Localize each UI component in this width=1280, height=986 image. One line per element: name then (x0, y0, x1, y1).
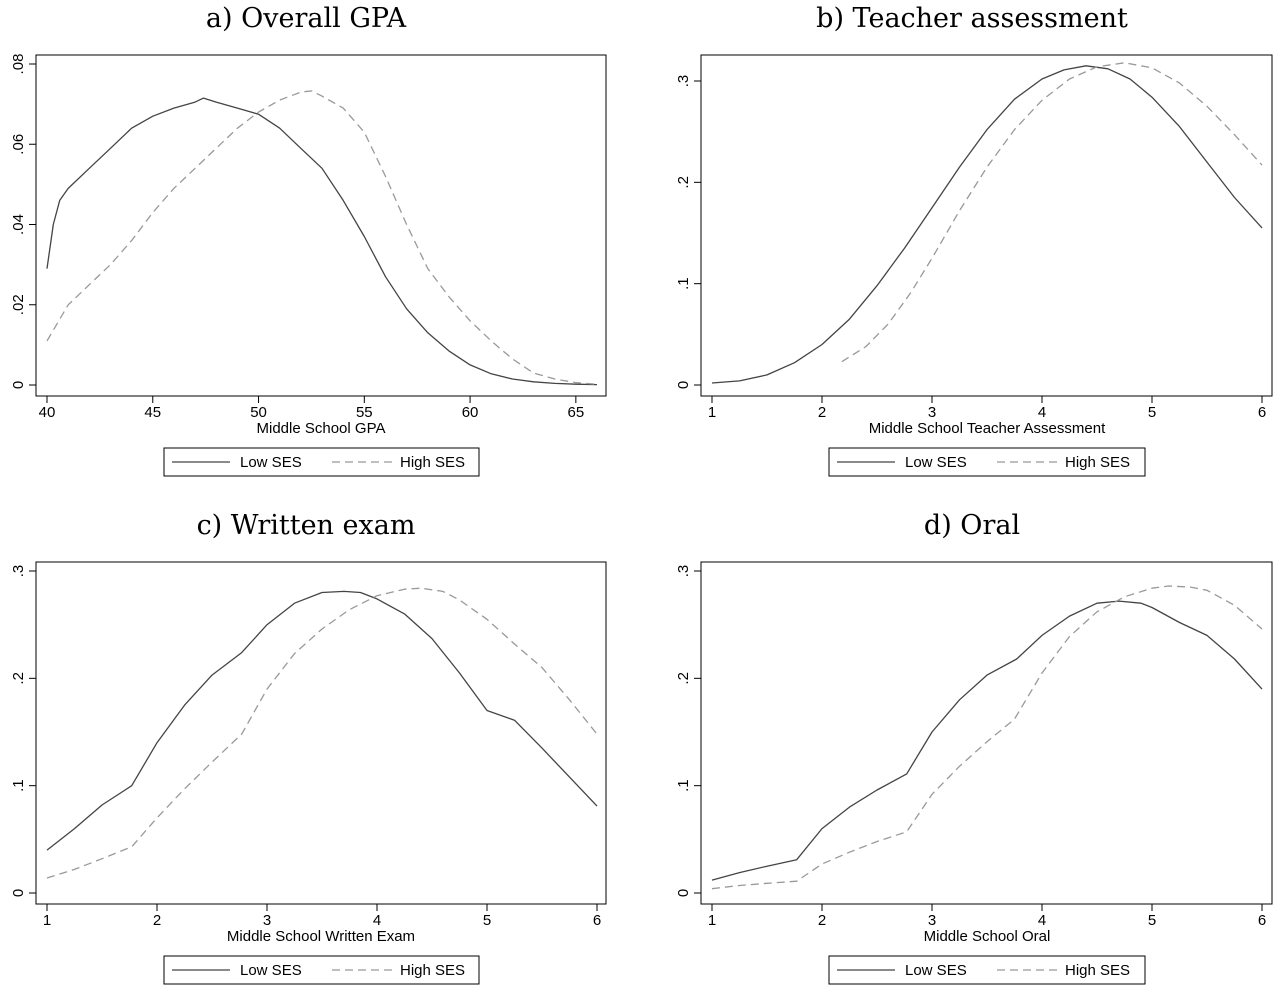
panel-b-legend-low-label: Low SES (905, 454, 967, 471)
panel-a-xtick-label-0: 40 (39, 404, 56, 421)
panel-a-series-high-ses (46, 90, 598, 385)
panel-b-xlabel: Middle School Teacher Assessment (869, 420, 1106, 437)
panel-c-legend-high-label: High SES (400, 962, 465, 979)
panel-c-xtick-label-1: 2 (153, 912, 161, 929)
panel-b-plot-frame (700, 54, 1273, 397)
panel-b-xtick-label-2: 3 (928, 404, 936, 421)
panel-c-series (46, 587, 598, 879)
panel-d-xtick-label-1: 2 (818, 912, 826, 929)
panel-a-xtick-label-4: 60 (462, 404, 479, 421)
panel-d-series (711, 585, 1263, 890)
panel-d-series-low-ses (711, 600, 1263, 881)
panel-d-xtick-label-2: 3 (928, 912, 936, 929)
panel-d-title: d) Oral (924, 510, 1020, 541)
panel-a-axes: 40 45 50 55 60 65 0 .02 .04 .06 .08 (10, 54, 584, 421)
panel-d-ytick-label-0: 0 (675, 889, 692, 897)
panel-d-ytick-label-2: .2 (675, 672, 692, 685)
panel-a-ytick-label-4: .08 (10, 54, 27, 75)
panel-b: b) Teacher assessment 1 2 3 4 5 6 0 .1 .2 .3 Midd… (675, 3, 1273, 477)
panel-d-xtick-label-5: 6 (1258, 912, 1266, 929)
panel-c: c) Written exam 1 2 3 4 5 6 0 .1 .2 .3 Middle Sch… (10, 510, 607, 985)
panel-a-title: a) Overall GPA (206, 3, 407, 34)
panel-c-legend-low-label: Low SES (240, 962, 302, 979)
panel-c-ytick-label-2: .2 (10, 672, 27, 685)
panel-c-xlabel: Middle School Written Exam (227, 928, 415, 945)
panel-d-plot-frame (700, 561, 1273, 905)
panel-a: a) Overall GPA 40 45 50 55 60 65 0 .02 .04 .06 .08… (10, 3, 607, 477)
panel-d: d) Oral 1 2 3 4 5 6 0 .1 .2 .3 Middle School Oral… (675, 510, 1273, 985)
panel-b-ytick-label-2: .2 (675, 176, 692, 189)
panel-d-xtick-label-4: 5 (1148, 912, 1156, 929)
panel-c-title: c) Written exam (197, 510, 416, 541)
panel-c-series-low-ses (46, 590, 598, 851)
panel-c-plot-frame (35, 561, 607, 905)
panel-a-ytick-label-0: 0 (10, 381, 27, 389)
panel-c-series-high-ses (46, 587, 598, 879)
panel-b-series-low-ses (711, 65, 1263, 384)
panel-a-xtick-label-2: 50 (250, 404, 267, 421)
panel-b-series-high-ses (841, 62, 1263, 363)
panel-a-series (46, 90, 598, 386)
panel-d-ytick-label-3: .3 (675, 565, 692, 578)
panel-b-ytick-label-3: .3 (675, 75, 692, 88)
panel-c-xtick-label-2: 3 (263, 912, 271, 929)
panel-b-ytick-label-0: 0 (675, 381, 692, 389)
panel-d-ytick-label-1: .1 (675, 779, 692, 792)
panel-b-axes: 1 2 3 4 5 6 0 .1 .2 .3 (675, 75, 1266, 421)
panel-b-xtick-label-1: 2 (818, 404, 826, 421)
panel-b-xtick-label-0: 1 (708, 404, 716, 421)
panel-b-legend: Low SES High SES (828, 447, 1146, 477)
panel-a-ytick-label-2: .04 (10, 214, 27, 235)
panel-a-ytick-label-3: .06 (10, 134, 27, 155)
panel-d-legend: Low SES High SES (828, 955, 1146, 985)
panel-c-xtick-label-5: 6 (593, 912, 601, 929)
panel-b-legend-high-label: High SES (1065, 454, 1130, 471)
panel-b-xtick-label-3: 4 (1038, 404, 1046, 421)
panel-b-ytick-label-1: .1 (675, 277, 692, 290)
panel-c-legend: Low SES High SES (163, 955, 480, 985)
panel-c-xtick-label-4: 5 (483, 912, 491, 929)
panel-a-xlabel: Middle School GPA (257, 420, 386, 437)
panel-a-series-low-ses (46, 97, 598, 386)
panel-b-xtick-label-5: 6 (1258, 404, 1266, 421)
panel-d-series-high-ses (711, 585, 1263, 890)
panel-a-xtick-label-1: 45 (144, 404, 161, 421)
panel-c-xtick-label-0: 1 (43, 912, 51, 929)
panel-d-xtick-label-0: 1 (708, 912, 716, 929)
panel-b-xtick-label-4: 5 (1148, 404, 1156, 421)
panel-d-xtick-label-3: 4 (1038, 912, 1046, 929)
panel-d-legend-low-label: Low SES (905, 962, 967, 979)
panel-b-series (711, 62, 1263, 384)
panel-d-legend-high-label: High SES (1065, 962, 1130, 979)
panel-c-ytick-label-3: .3 (10, 565, 27, 578)
panel-a-legend: Low SES High SES (163, 447, 480, 477)
panel-a-legend-high-label: High SES (400, 454, 465, 471)
panel-c-ytick-label-1: .1 (10, 779, 27, 792)
panel-a-ytick-label-1: .02 (10, 294, 27, 315)
panel-c-axes: 1 2 3 4 5 6 0 .1 .2 .3 (10, 565, 601, 929)
panel-a-xtick-label-5: 65 (568, 404, 585, 421)
panel-c-ytick-label-0: 0 (10, 889, 27, 897)
panel-b-title: b) Teacher assessment (816, 3, 1128, 34)
panel-d-xlabel: Middle School Oral (924, 928, 1051, 945)
panel-a-legend-low-label: Low SES (240, 454, 302, 471)
panel-a-plot-frame (35, 54, 607, 397)
panel-a-xtick-label-3: 55 (356, 404, 373, 421)
panel-c-xtick-label-3: 4 (373, 912, 381, 929)
panel-d-axes: 1 2 3 4 5 6 0 .1 .2 .3 (675, 565, 1266, 929)
